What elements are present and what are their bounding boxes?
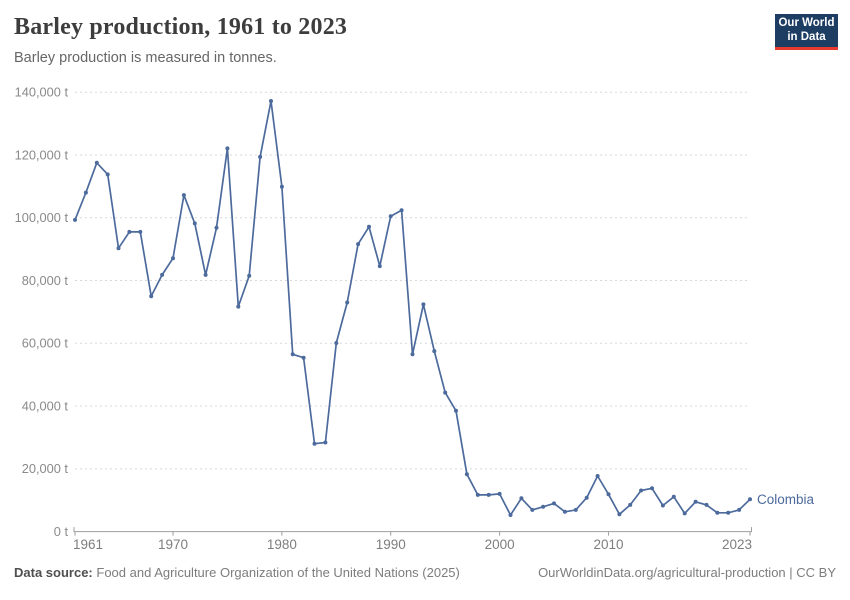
data-point[interactable] bbox=[704, 502, 709, 507]
data-point[interactable] bbox=[508, 513, 513, 517]
x-tick-label: 1970 bbox=[158, 537, 188, 552]
x-tick-label: 2000 bbox=[485, 537, 515, 552]
data-point[interactable] bbox=[530, 507, 535, 512]
data-point[interactable] bbox=[258, 154, 263, 159]
data-point[interactable] bbox=[475, 492, 480, 497]
data-point[interactable] bbox=[443, 390, 448, 395]
data-point[interactable] bbox=[149, 294, 154, 299]
y-axis-label: 120,000 t bbox=[15, 147, 69, 162]
data-point[interactable] bbox=[94, 160, 99, 165]
data-point[interactable] bbox=[726, 510, 731, 515]
data-point[interactable] bbox=[279, 184, 284, 189]
x-axis-line bbox=[73, 527, 752, 533]
data-point[interactable] bbox=[486, 492, 491, 497]
owid-logo-line2: in Data bbox=[787, 30, 826, 43]
data-point[interactable] bbox=[399, 208, 404, 213]
y-axis-label: 80,000 t bbox=[22, 273, 69, 288]
data-point[interactable] bbox=[748, 497, 752, 502]
entity-label[interactable]: Colombia bbox=[757, 492, 815, 507]
data-source-label: Data source: bbox=[14, 565, 93, 580]
data-point[interactable] bbox=[671, 494, 676, 499]
data-point[interactable] bbox=[334, 341, 339, 345]
data-point[interactable] bbox=[541, 504, 546, 509]
y-axis-label: 0 t bbox=[54, 524, 69, 539]
data-point[interactable] bbox=[388, 214, 393, 219]
data-point[interactable] bbox=[181, 193, 186, 198]
x-tick-label: 1961 bbox=[73, 537, 103, 552]
data-point[interactable] bbox=[454, 408, 458, 413]
data-point[interactable] bbox=[356, 242, 361, 247]
data-point[interactable] bbox=[83, 190, 88, 195]
data-point[interactable] bbox=[127, 229, 132, 234]
data-point[interactable] bbox=[367, 224, 371, 229]
data-point[interactable] bbox=[377, 264, 382, 269]
data-point[interactable] bbox=[105, 172, 110, 177]
data-point[interactable] bbox=[192, 221, 197, 226]
data-point[interactable] bbox=[682, 511, 687, 516]
data-point[interactable] bbox=[214, 225, 219, 230]
data-point[interactable] bbox=[464, 472, 469, 477]
data-source: Data source: Food and Agriculture Organi… bbox=[14, 565, 460, 580]
data-point[interactable] bbox=[737, 507, 742, 512]
data-point[interactable] bbox=[519, 496, 524, 501]
data-point[interactable] bbox=[323, 440, 328, 445]
x-tick-label: 2010 bbox=[593, 537, 623, 552]
data-point[interactable] bbox=[497, 491, 502, 496]
data-point[interactable] bbox=[584, 495, 589, 500]
y-axis-label: 20,000 t bbox=[22, 461, 69, 476]
y-axis-label: 60,000 t bbox=[22, 336, 69, 351]
data-point[interactable] bbox=[421, 302, 426, 307]
data-point[interactable] bbox=[628, 502, 633, 507]
owid-logo-line1: Our World bbox=[778, 16, 835, 29]
series-line[interactable] bbox=[74, 100, 751, 516]
data-point[interactable] bbox=[301, 355, 306, 360]
data-point[interactable] bbox=[73, 217, 77, 222]
data-point[interactable] bbox=[693, 499, 698, 504]
data-point[interactable] bbox=[432, 349, 437, 354]
data-point[interactable] bbox=[160, 272, 165, 277]
data-point[interactable] bbox=[290, 352, 295, 357]
data-point[interactable] bbox=[171, 256, 175, 261]
y-axis-label: 140,000 t bbox=[15, 85, 69, 100]
data-point[interactable] bbox=[269, 99, 273, 103]
data-point[interactable] bbox=[639, 488, 644, 493]
page-title: Barley production, 1961 to 2023 bbox=[14, 14, 348, 40]
data-point[interactable] bbox=[138, 229, 143, 234]
data-point[interactable] bbox=[715, 510, 720, 515]
data-point[interactable] bbox=[660, 503, 665, 508]
data-point[interactable] bbox=[606, 492, 611, 497]
x-tick-label: 1980 bbox=[267, 537, 297, 552]
data-point[interactable] bbox=[345, 300, 350, 305]
data-point[interactable] bbox=[573, 507, 578, 512]
chart-footer: Data source: Food and Agriculture Organi… bbox=[14, 565, 836, 580]
data-point[interactable] bbox=[247, 273, 252, 278]
data-point[interactable] bbox=[410, 352, 415, 357]
data-point[interactable] bbox=[562, 509, 567, 514]
x-tick-label: 2023 bbox=[722, 537, 752, 552]
owid-license-link[interactable]: OurWorldinData.org/agricultural-producti… bbox=[538, 565, 836, 580]
chart-subtitle: Barley production is measured in tonnes. bbox=[14, 50, 277, 66]
data-point[interactable] bbox=[116, 246, 121, 251]
data-point[interactable] bbox=[595, 474, 600, 478]
data-point[interactable] bbox=[617, 512, 622, 517]
data-point[interactable] bbox=[203, 272, 208, 277]
data-source-text: Food and Agriculture Organization of the… bbox=[96, 565, 460, 580]
y-axis-label: 100,000 t bbox=[15, 210, 69, 225]
data-point[interactable] bbox=[650, 486, 654, 491]
data-point[interactable] bbox=[236, 304, 241, 309]
x-tick-label: 1990 bbox=[376, 537, 406, 552]
owid-logo[interactable]: Our World in Data bbox=[775, 14, 838, 50]
y-axis-label: 40,000 t bbox=[22, 398, 69, 413]
data-point[interactable] bbox=[225, 146, 230, 151]
data-point[interactable] bbox=[312, 441, 317, 446]
data-point[interactable] bbox=[552, 501, 556, 506]
